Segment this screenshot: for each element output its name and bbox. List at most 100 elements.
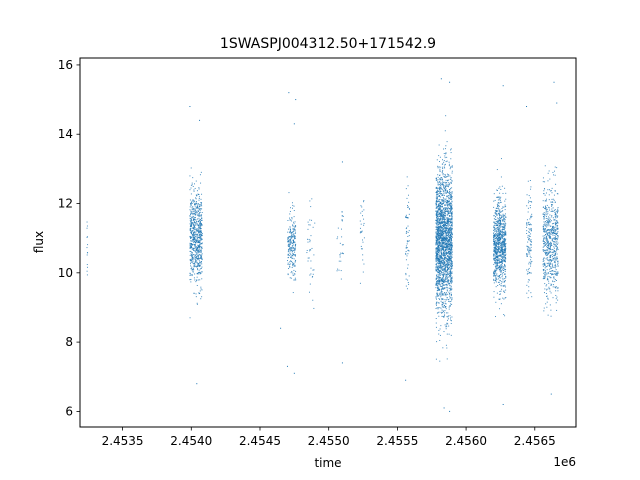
data-point: [556, 256, 558, 258]
data-point: [544, 252, 546, 254]
data-point: [502, 245, 504, 247]
data-point: [290, 277, 292, 279]
data-point: [557, 299, 559, 301]
data-point: [447, 315, 449, 317]
data-point: [450, 187, 452, 189]
data-point: [555, 287, 557, 289]
data-point: [451, 247, 453, 249]
data-point: [190, 202, 192, 204]
data-point: [554, 244, 556, 246]
data-point: [440, 271, 442, 273]
data-point: [438, 265, 440, 267]
data-point: [527, 238, 529, 240]
data-point: [451, 232, 453, 234]
data-point: [503, 314, 505, 316]
data-point: [438, 256, 440, 258]
data-point: [449, 213, 451, 215]
data-point: [287, 237, 289, 239]
data-point: [441, 229, 443, 231]
data-point: [435, 202, 437, 204]
data-point: [556, 233, 558, 235]
data-point: [450, 295, 452, 297]
data-point: [495, 277, 497, 279]
data-point: [504, 234, 506, 236]
data-point: [495, 218, 497, 220]
data-point: [493, 222, 495, 224]
data-point: [449, 245, 451, 247]
data-point: [438, 280, 440, 282]
data-point: [498, 269, 500, 271]
data-point: [443, 194, 445, 196]
data-point: [437, 262, 439, 264]
data-point: [526, 255, 528, 257]
data-point: [555, 279, 557, 281]
data-point: [191, 261, 193, 263]
data-point: [499, 218, 501, 220]
data-point: [546, 295, 548, 297]
data-point: [444, 231, 446, 233]
data-point: [199, 214, 201, 216]
data-point: [498, 258, 500, 260]
data-point: [449, 257, 451, 259]
data-point: [199, 215, 201, 217]
data-point: [436, 191, 438, 193]
data-point: [447, 268, 449, 270]
data-point: [545, 303, 547, 305]
data-point: [194, 213, 196, 215]
data-point: [295, 99, 297, 101]
data-point: [444, 207, 446, 209]
data-point: [543, 237, 545, 239]
data-point: [193, 211, 195, 213]
data-point: [505, 258, 507, 260]
data-point: [192, 212, 194, 214]
data-point: [438, 250, 440, 252]
data-point: [493, 238, 495, 240]
data-point: [194, 250, 196, 252]
data-point: [197, 224, 199, 226]
data-point: [504, 219, 506, 221]
data-point: [497, 213, 499, 215]
data-point: [189, 175, 191, 177]
data-point: [195, 222, 197, 224]
data-point: [502, 257, 504, 259]
data-point: [363, 218, 365, 220]
data-point: [362, 271, 364, 273]
data-point: [192, 227, 194, 229]
data-point: [436, 302, 438, 304]
data-point: [359, 232, 361, 234]
data-point: [545, 271, 547, 273]
data-point: [192, 228, 194, 230]
data-point: [546, 306, 548, 308]
data-point: [447, 264, 449, 266]
data-point: [493, 221, 495, 223]
data-point: [441, 238, 443, 240]
data-point: [441, 177, 443, 179]
data-point: [495, 267, 497, 269]
data-point: [498, 212, 500, 214]
data-point: [190, 265, 192, 267]
data-point: [361, 230, 363, 232]
data-point: [293, 228, 295, 230]
data-point: [191, 220, 193, 222]
data-point: [543, 275, 545, 277]
data-point: [494, 272, 496, 274]
data-point: [307, 257, 309, 259]
data-point: [544, 214, 546, 216]
data-point: [200, 230, 202, 232]
data-point: [442, 243, 444, 245]
data-point: [528, 290, 530, 292]
data-point: [447, 205, 449, 207]
data-point: [504, 240, 506, 242]
data-point: [437, 190, 439, 192]
data-point: [445, 227, 447, 229]
data-point: [294, 247, 296, 249]
data-point: [441, 312, 443, 314]
data-point: [445, 287, 447, 289]
data-point: [438, 187, 440, 189]
data-point: [449, 191, 451, 193]
data-point: [504, 269, 506, 271]
data-point: [503, 234, 505, 236]
data-point: [341, 219, 343, 221]
data-point: [290, 232, 292, 234]
data-point: [446, 261, 448, 263]
